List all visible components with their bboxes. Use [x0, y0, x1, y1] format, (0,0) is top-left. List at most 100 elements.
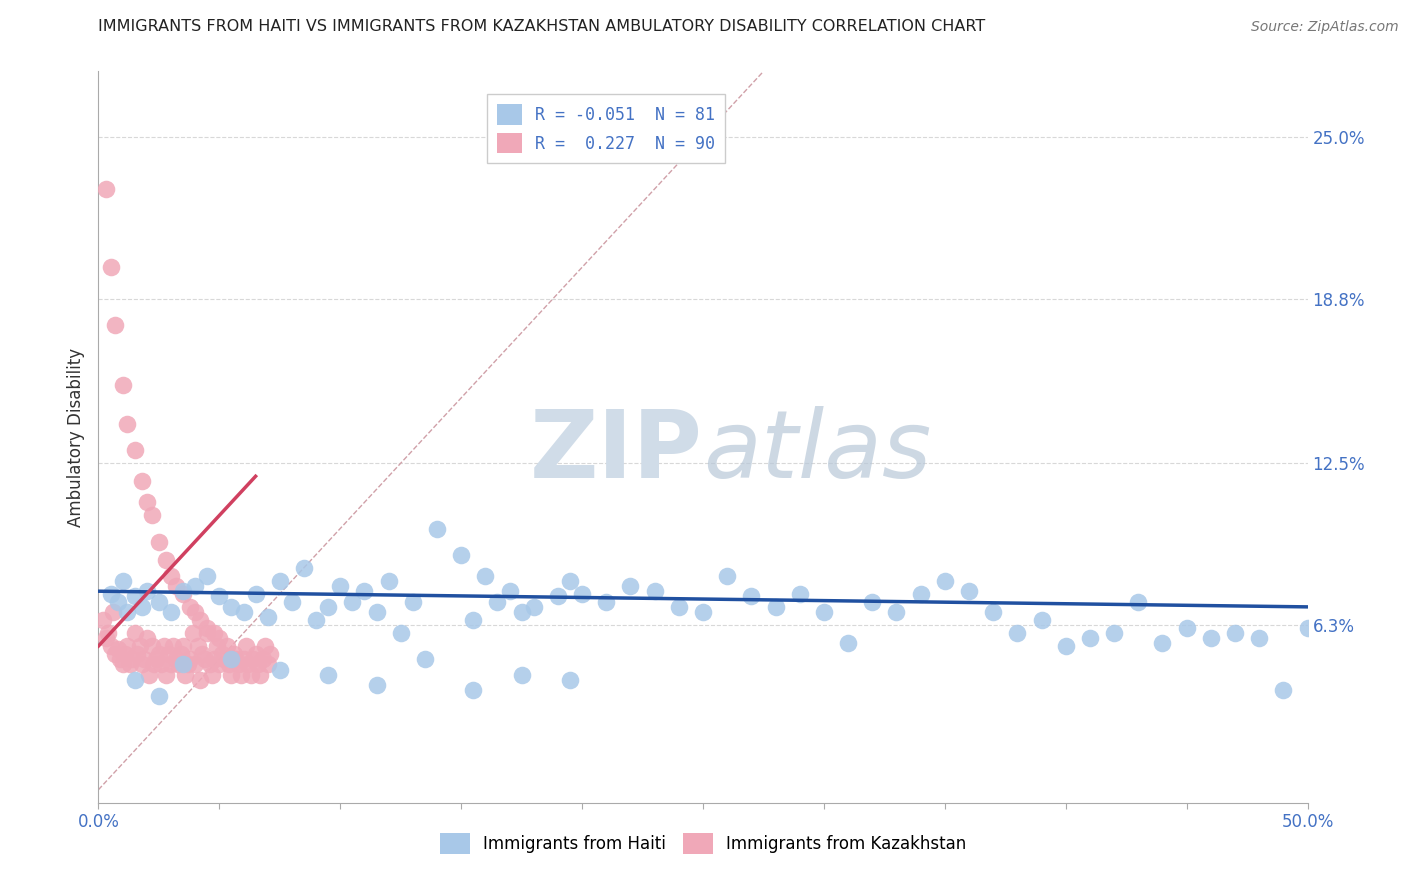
- Point: [1102, 626, 1125, 640]
- Point: [134, 652, 156, 666]
- Point: [692, 605, 714, 619]
- Point: [172, 584, 194, 599]
- Point: [111, 574, 134, 588]
- Point: [1296, 621, 1319, 635]
- Point: [221, 652, 243, 666]
- Point: [558, 574, 581, 588]
- Point: [1031, 613, 1053, 627]
- Point: [195, 621, 218, 635]
- Point: [860, 594, 883, 608]
- Point: [413, 652, 436, 666]
- Point: [1199, 632, 1222, 646]
- Point: [256, 657, 278, 672]
- Point: [148, 594, 170, 608]
- Point: [668, 599, 690, 614]
- Point: [201, 667, 224, 682]
- Point: [124, 590, 146, 604]
- Point: [179, 652, 201, 666]
- Point: [281, 594, 304, 608]
- Point: [124, 443, 146, 458]
- Point: [450, 548, 472, 562]
- Point: [229, 667, 252, 682]
- Point: [155, 667, 177, 682]
- Point: [152, 639, 174, 653]
- Legend: Immigrants from Haiti, Immigrants from Kazakhstan: Immigrants from Haiti, Immigrants from K…: [433, 827, 973, 860]
- Point: [765, 599, 787, 614]
- Point: [644, 584, 666, 599]
- Point: [162, 639, 184, 653]
- Point: [188, 673, 211, 687]
- Point: [1054, 639, 1077, 653]
- Point: [104, 318, 127, 332]
- Point: [208, 590, 231, 604]
- Point: [510, 667, 533, 682]
- Point: [117, 605, 139, 619]
- Point: [235, 639, 257, 653]
- Point: [191, 647, 214, 661]
- Point: [94, 182, 117, 196]
- Point: [141, 639, 163, 653]
- Point: [316, 667, 339, 682]
- Point: [187, 639, 209, 653]
- Point: [426, 521, 449, 535]
- Point: [342, 594, 364, 608]
- Point: [813, 605, 835, 619]
- Point: [463, 683, 485, 698]
- Point: [181, 626, 204, 640]
- Point: [135, 495, 157, 509]
- Point: [1223, 626, 1246, 640]
- Point: [269, 663, 291, 677]
- Point: [305, 613, 328, 627]
- Point: [1152, 636, 1174, 650]
- Point: [256, 610, 278, 624]
- Point: [131, 657, 153, 672]
- Point: [124, 673, 146, 687]
- Point: [259, 647, 281, 661]
- Point: [97, 626, 120, 640]
- Point: [117, 417, 139, 431]
- Point: [910, 587, 932, 601]
- Point: [117, 639, 139, 653]
- Point: [402, 594, 425, 608]
- Point: [1007, 626, 1029, 640]
- Y-axis label: Ambulatory Disability: Ambulatory Disability: [66, 348, 84, 526]
- Point: [366, 678, 388, 692]
- Point: [204, 652, 226, 666]
- Point: [1175, 621, 1198, 635]
- Point: [221, 599, 243, 614]
- Point: [208, 657, 231, 672]
- Point: [150, 657, 173, 672]
- Point: [107, 641, 129, 656]
- Point: [205, 639, 228, 653]
- Point: [377, 574, 399, 588]
- Point: [172, 657, 194, 672]
- Point: [316, 599, 339, 614]
- Point: [215, 639, 238, 653]
- Point: [225, 652, 247, 666]
- Point: [221, 667, 243, 682]
- Point: [247, 657, 270, 672]
- Point: [232, 605, 254, 619]
- Point: [195, 626, 218, 640]
- Point: [184, 657, 207, 672]
- Point: [165, 579, 187, 593]
- Point: [198, 657, 221, 672]
- Text: atlas: atlas: [703, 406, 931, 497]
- Point: [160, 568, 183, 582]
- Text: IMMIGRANTS FROM HAITI VS IMMIGRANTS FROM KAZAKHSTAN AMBULATORY DISABILITY CORREL: IMMIGRANTS FROM HAITI VS IMMIGRANTS FROM…: [98, 20, 986, 34]
- Point: [121, 652, 143, 666]
- Point: [148, 647, 170, 661]
- Point: [269, 574, 291, 588]
- Point: [222, 647, 245, 661]
- Point: [486, 594, 509, 608]
- Point: [249, 667, 271, 682]
- Point: [157, 647, 180, 661]
- Point: [245, 587, 267, 601]
- Text: ZIP: ZIP: [530, 406, 703, 498]
- Point: [837, 636, 859, 650]
- Point: [463, 613, 485, 627]
- Point: [242, 652, 264, 666]
- Point: [789, 587, 811, 601]
- Point: [124, 626, 146, 640]
- Point: [143, 657, 166, 672]
